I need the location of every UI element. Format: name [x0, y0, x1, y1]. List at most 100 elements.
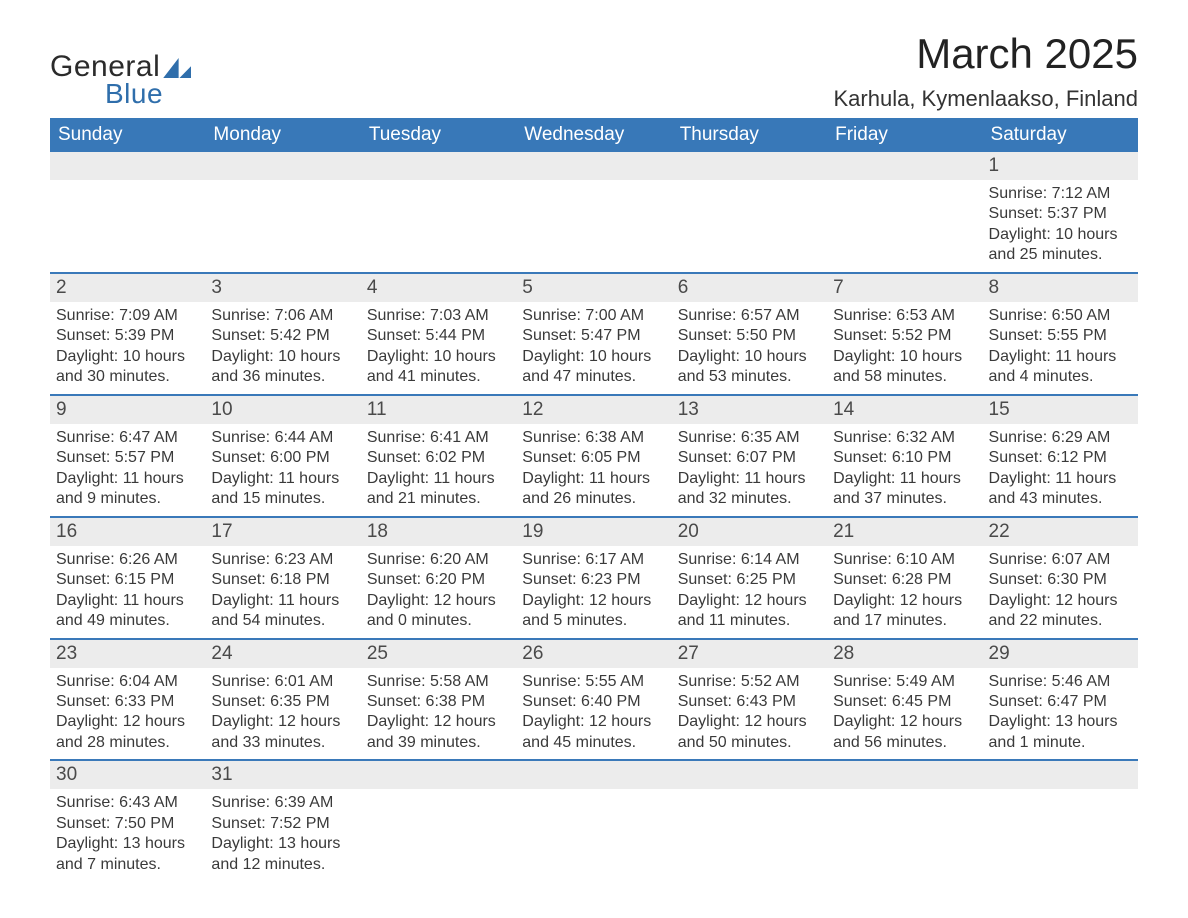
- day-detail: [516, 180, 671, 273]
- day-number: [672, 152, 827, 180]
- weekday-header: Saturday: [983, 118, 1138, 152]
- day-number: 2: [50, 273, 205, 302]
- day-number: 25: [361, 639, 516, 668]
- day-detail: Sunrise: 6:39 AMSunset: 7:52 PMDaylight:…: [205, 789, 360, 881]
- day-detail: Sunrise: 7:00 AMSunset: 5:47 PMDaylight:…: [516, 302, 671, 395]
- day-detail: Sunrise: 6:20 AMSunset: 6:20 PMDaylight:…: [361, 546, 516, 639]
- day-detail: Sunrise: 6:29 AMSunset: 6:12 PMDaylight:…: [983, 424, 1138, 517]
- day-detail: Sunrise: 7:03 AMSunset: 5:44 PMDaylight:…: [361, 302, 516, 395]
- calendar-table: Sunday Monday Tuesday Wednesday Thursday…: [50, 118, 1138, 881]
- weekday-header: Thursday: [672, 118, 827, 152]
- day-number: [672, 760, 827, 789]
- day-detail: Sunrise: 6:04 AMSunset: 6:33 PMDaylight:…: [50, 668, 205, 761]
- logo: General Blue: [50, 50, 191, 110]
- logo-sail-icon: [163, 58, 191, 78]
- day-detail: Sunrise: 6:10 AMSunset: 6:28 PMDaylight:…: [827, 546, 982, 639]
- detail-row: Sunrise: 6:26 AMSunset: 6:15 PMDaylight:…: [50, 546, 1138, 639]
- day-number: 14: [827, 395, 982, 424]
- day-number: 30: [50, 760, 205, 789]
- weekday-header: Wednesday: [516, 118, 671, 152]
- day-detail: Sunrise: 6:32 AMSunset: 6:10 PMDaylight:…: [827, 424, 982, 517]
- title-block: March 2025 Karhula, Kymenlaakso, Finland: [834, 30, 1139, 112]
- day-number: 13: [672, 395, 827, 424]
- daynum-row: 1: [50, 152, 1138, 180]
- day-number: 31: [205, 760, 360, 789]
- day-detail: [516, 789, 671, 881]
- day-detail: [672, 180, 827, 273]
- day-number: 8: [983, 273, 1138, 302]
- daynum-row: 23 24 25 26 27 28 29: [50, 639, 1138, 668]
- day-number: [516, 760, 671, 789]
- day-number: 19: [516, 517, 671, 546]
- calendar-body: 1 Sunrise: 7:12 AMSunset: 5:37 PMDayligh…: [50, 152, 1138, 881]
- day-number: 28: [827, 639, 982, 668]
- weekday-header: Friday: [827, 118, 982, 152]
- header-row: General Blue March 2025 Karhula, Kymenla…: [50, 30, 1138, 112]
- day-number: 11: [361, 395, 516, 424]
- day-detail: Sunrise: 6:47 AMSunset: 5:57 PMDaylight:…: [50, 424, 205, 517]
- day-number: 10: [205, 395, 360, 424]
- day-detail: Sunrise: 6:38 AMSunset: 6:05 PMDaylight:…: [516, 424, 671, 517]
- detail-row: Sunrise: 6:47 AMSunset: 5:57 PMDaylight:…: [50, 424, 1138, 517]
- weekday-header: Monday: [205, 118, 360, 152]
- day-detail: [50, 180, 205, 273]
- day-detail: Sunrise: 6:35 AMSunset: 6:07 PMDaylight:…: [672, 424, 827, 517]
- day-number: 15: [983, 395, 1138, 424]
- day-detail: [672, 789, 827, 881]
- day-detail: Sunrise: 6:44 AMSunset: 6:00 PMDaylight:…: [205, 424, 360, 517]
- detail-row: Sunrise: 7:09 AMSunset: 5:39 PMDaylight:…: [50, 302, 1138, 395]
- day-number: 1: [983, 152, 1138, 180]
- day-detail: Sunrise: 6:50 AMSunset: 5:55 PMDaylight:…: [983, 302, 1138, 395]
- day-number: 21: [827, 517, 982, 546]
- day-detail: Sunrise: 6:01 AMSunset: 6:35 PMDaylight:…: [205, 668, 360, 761]
- daynum-row: 2 3 4 5 6 7 8: [50, 273, 1138, 302]
- day-detail: Sunrise: 7:06 AMSunset: 5:42 PMDaylight:…: [205, 302, 360, 395]
- day-number: [50, 152, 205, 180]
- day-number: 23: [50, 639, 205, 668]
- weekday-header: Tuesday: [361, 118, 516, 152]
- day-number: 26: [516, 639, 671, 668]
- location-subtitle: Karhula, Kymenlaakso, Finland: [834, 86, 1139, 112]
- day-number: 3: [205, 273, 360, 302]
- weekday-header: Sunday: [50, 118, 205, 152]
- day-detail: Sunrise: 5:52 AMSunset: 6:43 PMDaylight:…: [672, 668, 827, 761]
- detail-row: Sunrise: 6:43 AMSunset: 7:50 PMDaylight:…: [50, 789, 1138, 881]
- day-number: 29: [983, 639, 1138, 668]
- daynum-row: 30 31: [50, 760, 1138, 789]
- day-number: 27: [672, 639, 827, 668]
- day-number: 24: [205, 639, 360, 668]
- day-detail: [827, 180, 982, 273]
- day-number: [827, 152, 982, 180]
- day-number: 16: [50, 517, 205, 546]
- day-detail: Sunrise: 5:58 AMSunset: 6:38 PMDaylight:…: [361, 668, 516, 761]
- day-number: 7: [827, 273, 982, 302]
- day-detail: Sunrise: 6:26 AMSunset: 6:15 PMDaylight:…: [50, 546, 205, 639]
- day-detail: Sunrise: 7:12 AMSunset: 5:37 PMDaylight:…: [983, 180, 1138, 273]
- day-number: 17: [205, 517, 360, 546]
- day-detail: Sunrise: 6:23 AMSunset: 6:18 PMDaylight:…: [205, 546, 360, 639]
- day-detail: Sunrise: 5:46 AMSunset: 6:47 PMDaylight:…: [983, 668, 1138, 761]
- day-detail: Sunrise: 6:53 AMSunset: 5:52 PMDaylight:…: [827, 302, 982, 395]
- day-number: [361, 760, 516, 789]
- day-detail: [361, 180, 516, 273]
- day-number: 12: [516, 395, 671, 424]
- daynum-row: 16 17 18 19 20 21 22: [50, 517, 1138, 546]
- day-number: 18: [361, 517, 516, 546]
- day-number: [205, 152, 360, 180]
- day-number: 20: [672, 517, 827, 546]
- day-number: 6: [672, 273, 827, 302]
- day-detail: [205, 180, 360, 273]
- daynum-row: 9 10 11 12 13 14 15: [50, 395, 1138, 424]
- weekday-header-row: Sunday Monday Tuesday Wednesday Thursday…: [50, 118, 1138, 152]
- detail-row: Sunrise: 6:04 AMSunset: 6:33 PMDaylight:…: [50, 668, 1138, 761]
- day-number: 9: [50, 395, 205, 424]
- day-detail: Sunrise: 6:07 AMSunset: 6:30 PMDaylight:…: [983, 546, 1138, 639]
- day-number: [516, 152, 671, 180]
- day-detail: Sunrise: 6:57 AMSunset: 5:50 PMDaylight:…: [672, 302, 827, 395]
- day-detail: Sunrise: 6:41 AMSunset: 6:02 PMDaylight:…: [361, 424, 516, 517]
- logo-text-blue: Blue: [105, 78, 191, 110]
- day-detail: Sunrise: 6:17 AMSunset: 6:23 PMDaylight:…: [516, 546, 671, 639]
- day-detail: Sunrise: 6:14 AMSunset: 6:25 PMDaylight:…: [672, 546, 827, 639]
- detail-row: Sunrise: 7:12 AMSunset: 5:37 PMDaylight:…: [50, 180, 1138, 273]
- day-number: 5: [516, 273, 671, 302]
